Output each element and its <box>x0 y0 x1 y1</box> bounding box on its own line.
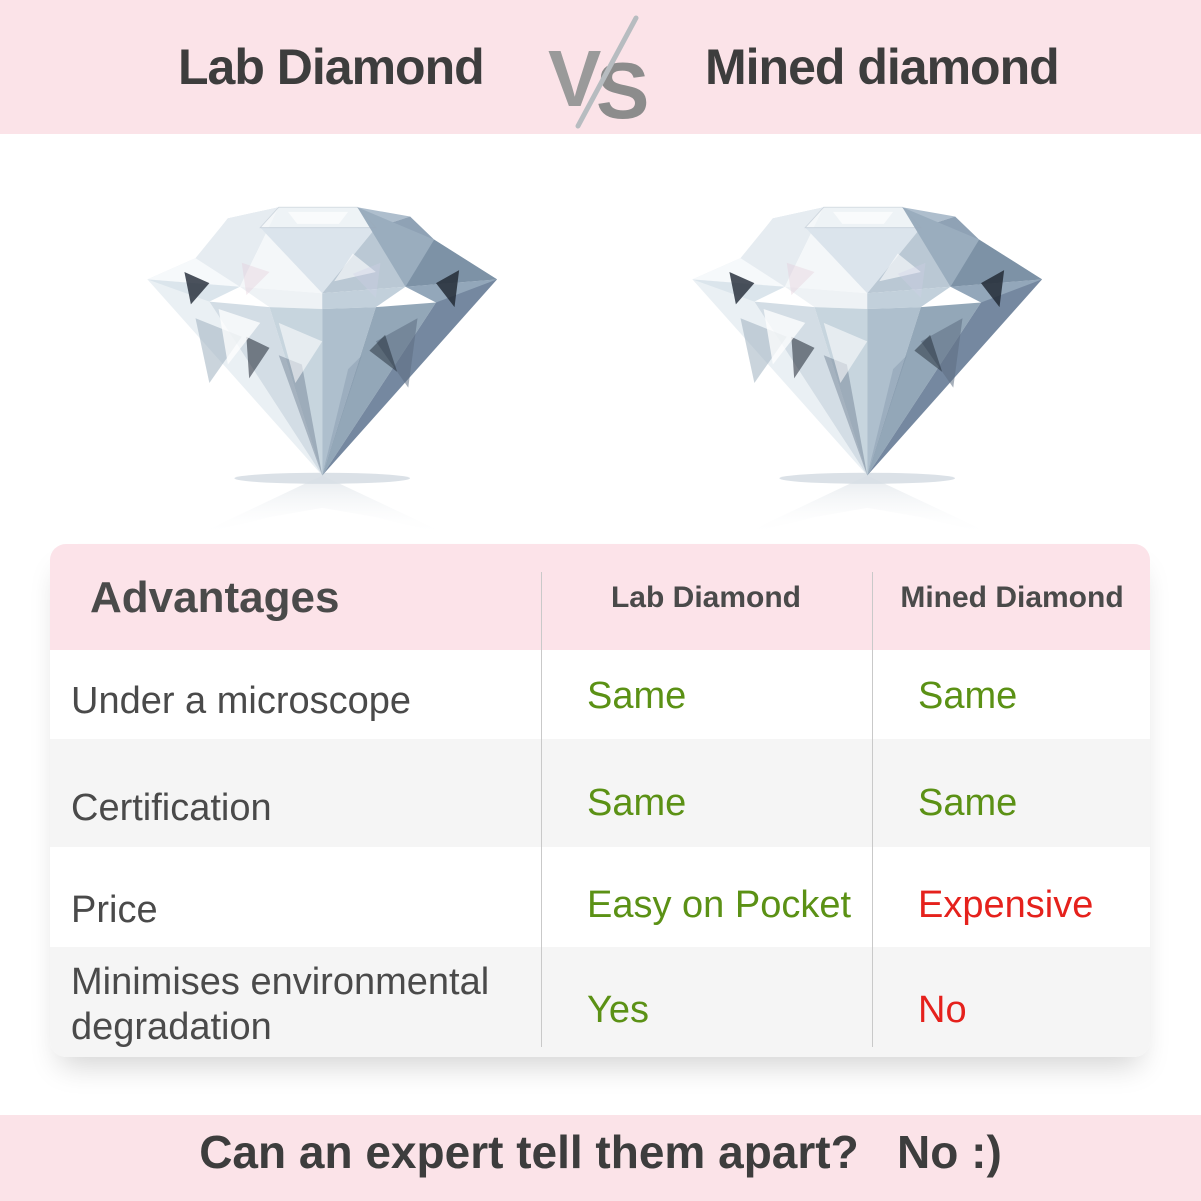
svg-text:S: S <box>596 46 649 132</box>
svg-text:V: V <box>548 34 601 123</box>
